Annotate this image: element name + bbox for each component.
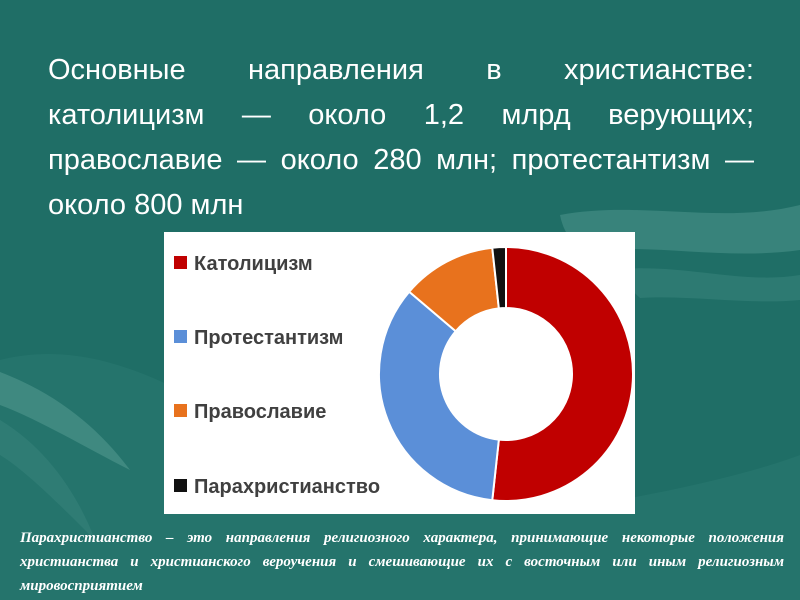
chart-legend: Католицизм Протестантизм Православие Парахр… bbox=[174, 253, 380, 498]
doughnut-slice-3 bbox=[491, 245, 507, 310]
legend-swatch-2 bbox=[174, 404, 187, 417]
legend-label-1: Протестантизм bbox=[194, 327, 343, 349]
doughnut-ring bbox=[378, 245, 634, 502]
doughnut-slice-1 bbox=[378, 290, 500, 502]
legend-swatch-1 bbox=[174, 330, 187, 343]
legend-label-3: Парахристианство bbox=[194, 476, 380, 498]
footnote-definition: Парахристианство – это направления религ… bbox=[20, 530, 784, 594]
legend-label-0: Католицизм bbox=[194, 253, 313, 275]
legend-swatch-0 bbox=[174, 256, 187, 269]
doughnut-slice-0 bbox=[491, 245, 634, 502]
chart-card: Католицизм Протестантизм Православие Парахр… bbox=[164, 232, 635, 514]
doughnut-chart: Католицизм Протестантизм Православие Парахр… bbox=[174, 245, 634, 502]
slide-heading: Основные направления в христианстве: кат… bbox=[48, 54, 754, 221]
legend-label-2: Православие bbox=[194, 401, 326, 423]
legend-swatch-3 bbox=[174, 479, 187, 492]
